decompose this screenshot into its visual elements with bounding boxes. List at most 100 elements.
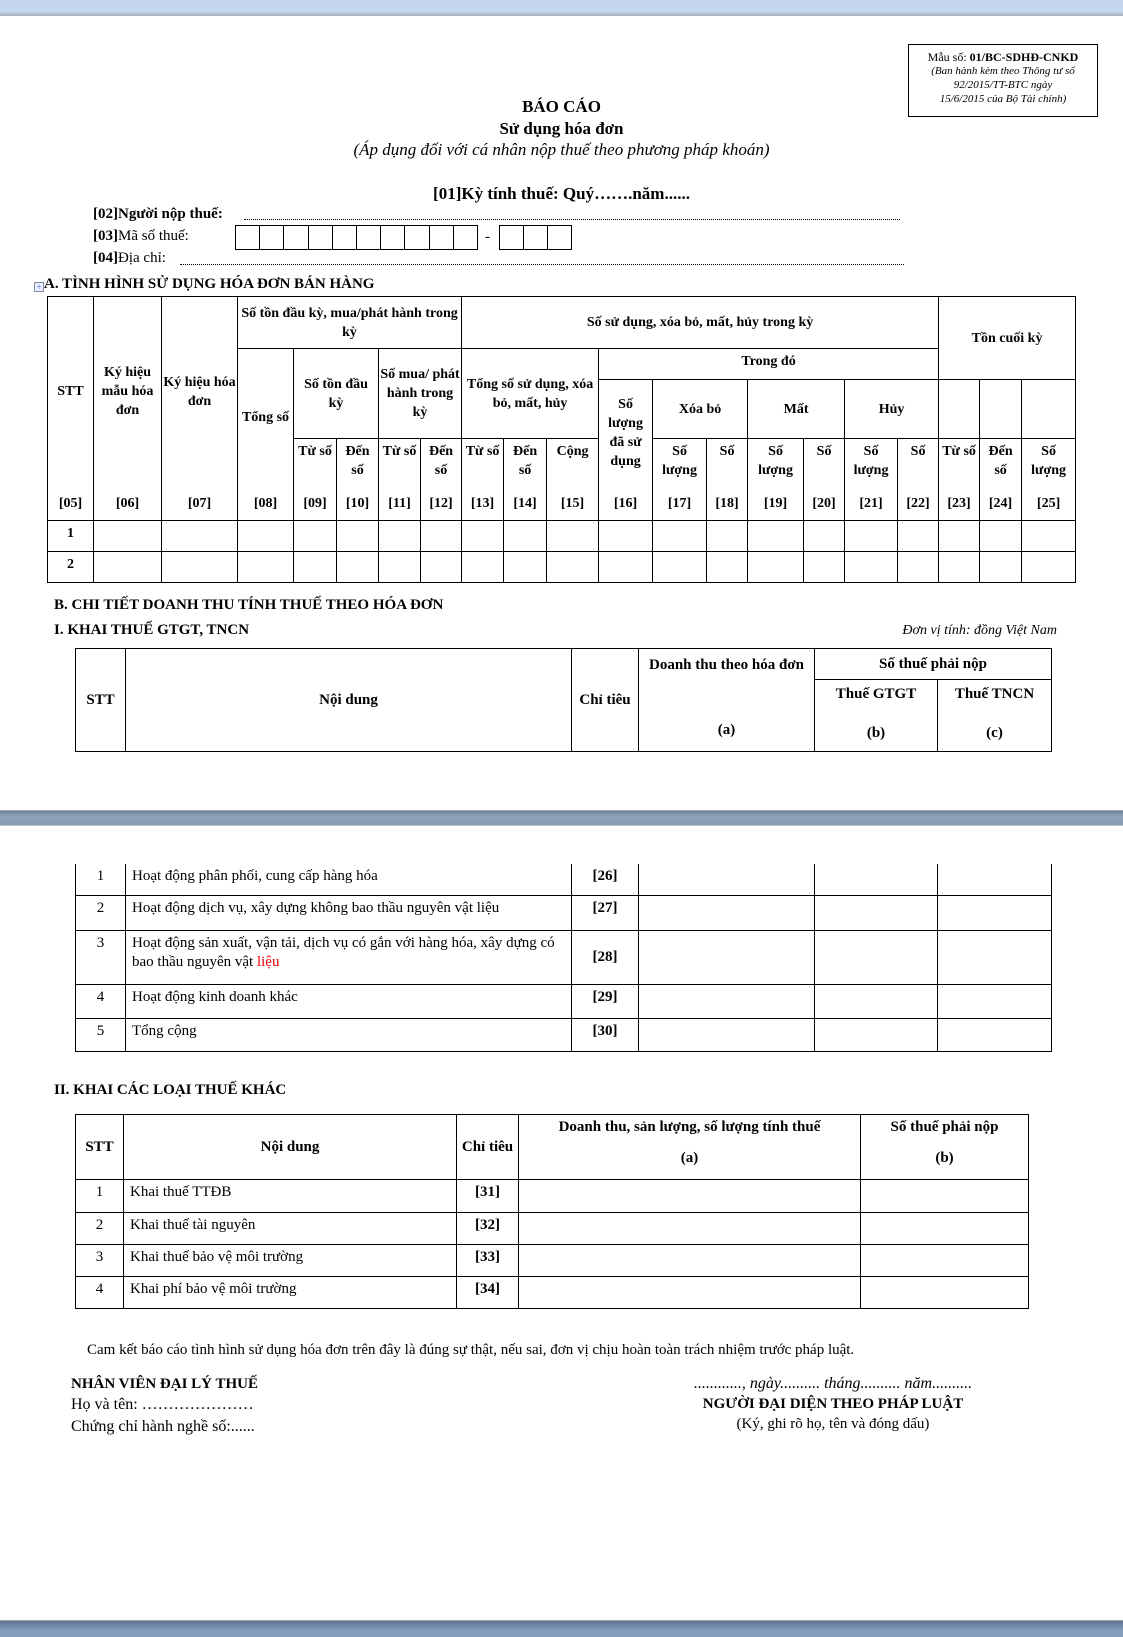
header-stt: STT — [47, 296, 94, 487]
vat-pit-table-header: STT Nội dung Chỉ tiêu Doanh thu theo hóa… — [75, 648, 1052, 752]
column-code: [14] — [503, 486, 548, 521]
table-row: 2 Hoạt động dịch vụ, xây dựng không bao … — [75, 894, 1052, 931]
table-cell[interactable] — [979, 551, 1023, 583]
row-code: [27] — [571, 894, 639, 931]
table-cell[interactable] — [419, 551, 463, 583]
row-stt: 1 — [47, 520, 94, 552]
revenue-cell[interactable] — [638, 894, 815, 931]
revenue-cell[interactable] — [518, 1244, 861, 1277]
table-cell[interactable] — [503, 520, 548, 552]
report-applies: (Áp dụng đối với cá nhân nộp thuế theo p… — [353, 140, 770, 159]
table-cell[interactable] — [844, 551, 899, 583]
table-cell[interactable] — [1021, 520, 1077, 552]
table-cell[interactable] — [803, 551, 846, 583]
table-cell[interactable] — [161, 520, 238, 552]
table-cell[interactable] — [237, 520, 294, 552]
table-cell[interactable] — [503, 551, 548, 583]
table-cell[interactable] — [293, 551, 337, 583]
table-cell[interactable] — [747, 551, 805, 583]
b1-header-so-thue: Số thuế phải nộp — [814, 648, 1052, 680]
tax-code-boxes[interactable] — [235, 225, 478, 250]
vat-cell[interactable] — [814, 864, 938, 896]
taxpayer-field[interactable] — [244, 219, 900, 220]
sign-date: ............, ngày.......... tháng......… — [693, 1375, 973, 1392]
row-code: [33] — [456, 1244, 519, 1277]
table-cell[interactable] — [897, 520, 940, 552]
table-cell[interactable] — [652, 551, 708, 583]
row-content: Hoạt động dịch vụ, xây dựng không bao th… — [125, 894, 572, 931]
table-cell[interactable] — [93, 520, 162, 552]
pit-cell[interactable] — [937, 894, 1052, 931]
vat-cell[interactable] — [814, 983, 938, 1019]
table-cell[interactable] — [897, 551, 940, 583]
header-tu-so: Từ số — [938, 438, 981, 487]
table-row: 2 Khai thuế tài nguyên [32] — [75, 1212, 1029, 1245]
revenue-cell[interactable] — [518, 1276, 861, 1309]
pit-cell[interactable] — [937, 983, 1052, 1019]
table-cell[interactable] — [1021, 551, 1077, 583]
tax-cell[interactable] — [860, 1276, 1029, 1309]
column-code: [09] — [293, 486, 337, 521]
agent-cert: Chứng chỉ hành nghề số:...... — [71, 1418, 255, 1435]
vat-cell[interactable] — [814, 894, 938, 931]
address-field[interactable] — [180, 264, 904, 265]
table-cell[interactable] — [546, 520, 600, 552]
table-cell[interactable] — [336, 551, 379, 583]
tax-cell[interactable] — [860, 1179, 1029, 1213]
table-cell[interactable] — [419, 520, 463, 552]
pit-cell[interactable] — [937, 929, 1052, 985]
table-row: 1 Khai thuế TTĐB [31] — [75, 1179, 1029, 1213]
table-cell[interactable] — [161, 551, 238, 583]
table-cell[interactable] — [938, 551, 981, 583]
page-bottom-band — [0, 1620, 1123, 1637]
vat-cell[interactable] — [814, 1017, 938, 1052]
tax-code-branch-boxes[interactable] — [499, 225, 572, 250]
table-cell[interactable] — [378, 520, 421, 552]
table-cell[interactable] — [979, 520, 1023, 552]
column-code: [11] — [378, 486, 421, 521]
table-cell[interactable] — [293, 520, 337, 552]
table-cell[interactable] — [237, 551, 294, 583]
invoice-usage-table: STT Ký hiệu mẫu hóa đơn Ký hiệu hóa đơn … — [47, 296, 1077, 583]
table-cell[interactable] — [844, 520, 899, 552]
header-den-so: Đến số — [979, 438, 1023, 487]
row-content: Hoạt động phân phối, cung cấp hàng hóa — [125, 864, 572, 896]
row-stt: 1 — [75, 864, 126, 896]
tax-cell[interactable] — [860, 1212, 1029, 1245]
pit-cell[interactable] — [937, 864, 1052, 896]
table-cell[interactable] — [598, 551, 654, 583]
table-cell[interactable] — [706, 520, 749, 552]
tax-cell[interactable] — [860, 1244, 1029, 1277]
table-cell[interactable] — [803, 520, 846, 552]
form-note-3: 15/6/2015 của Bộ Tài chính) — [939, 93, 1067, 105]
revenue-cell[interactable] — [638, 983, 815, 1019]
row-code: [30] — [571, 1017, 639, 1052]
table-cell[interactable] — [336, 520, 379, 552]
table-cell[interactable] — [938, 520, 981, 552]
table-cell[interactable] — [747, 520, 805, 552]
revenue-cell[interactable] — [638, 929, 815, 985]
vat-cell[interactable] — [814, 929, 938, 985]
header-tu-so: Từ số — [461, 438, 505, 487]
table-cell[interactable] — [461, 520, 505, 552]
header-so-su-dung: Số sử dụng, xóa bỏ, mất, hủy trong kỳ — [461, 296, 940, 349]
revenue-cell[interactable] — [638, 864, 815, 896]
revenue-cell[interactable] — [518, 1179, 861, 1213]
b1-header-chi-tieu: Chỉ tiêu — [571, 648, 639, 752]
table-cell[interactable] — [652, 520, 708, 552]
revenue-cell[interactable] — [518, 1212, 861, 1245]
table-cell[interactable] — [93, 551, 162, 583]
part2-title: II. KHAI CÁC LOẠI THUẾ KHÁC — [54, 1082, 287, 1098]
table-cell[interactable] — [546, 551, 600, 583]
table-move-handle-icon[interactable]: + — [34, 282, 44, 292]
header-so: Số — [897, 438, 940, 487]
table-cell[interactable] — [598, 520, 654, 552]
table-cell[interactable] — [378, 551, 421, 583]
header-so-luong: Số lượng — [747, 438, 805, 487]
pit-cell[interactable] — [937, 1017, 1052, 1052]
revenue-cell[interactable] — [638, 1017, 815, 1052]
table-cell[interactable] — [461, 551, 505, 583]
rep-note: (Ký, ghi rõ họ, tên và đóng dấu) — [736, 1416, 930, 1432]
table-cell[interactable] — [706, 551, 749, 583]
header-den-so: Đến số — [336, 438, 379, 487]
